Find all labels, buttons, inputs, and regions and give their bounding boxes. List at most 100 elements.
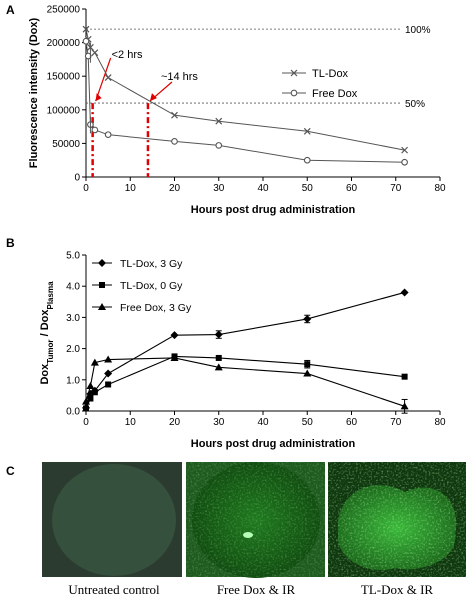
annotation-label: ~14 hrs xyxy=(161,71,198,83)
data-point xyxy=(215,354,222,361)
data-point xyxy=(82,37,90,45)
x-tick-label: 20 xyxy=(169,417,181,428)
panel-label-a: A xyxy=(6,3,15,17)
data-point xyxy=(91,389,98,396)
x-axis-label: Hours post drug administration xyxy=(191,438,356,450)
legend-marker xyxy=(98,259,106,267)
data-point xyxy=(401,146,409,154)
caption-free-dox: Free Dox & IR xyxy=(217,582,296,597)
data-point xyxy=(104,131,112,139)
legend-marker xyxy=(290,69,298,77)
annotation-arrow xyxy=(95,57,112,102)
x-tick-label: 30 xyxy=(213,417,225,428)
y-axis-label: DoxTumor / DoxPlasma xyxy=(39,281,55,385)
micrograph-untreated xyxy=(42,462,182,577)
annotation-label: <2 hrs xyxy=(112,49,143,61)
x-tick-label: 80 xyxy=(434,417,446,428)
data-point xyxy=(105,381,112,388)
data-point xyxy=(171,138,178,145)
y-tick-label: 0.0 xyxy=(66,407,80,418)
y-axis-label-subscript: Plasma xyxy=(46,281,55,310)
caption-tl-dox: TL-Dox & IR xyxy=(361,582,434,597)
panel-label-b: B xyxy=(6,236,15,250)
x-axis-label: Hours post drug administration xyxy=(191,204,356,216)
x-tick-label: 60 xyxy=(346,183,358,194)
y-tick-label: 2.0 xyxy=(66,344,80,355)
data-point xyxy=(83,405,89,412)
legend-label: TL-Dox, 3 Gy xyxy=(120,258,183,270)
y-tick-label: 3.0 xyxy=(66,313,80,324)
data-point xyxy=(401,373,408,380)
arrowhead xyxy=(149,93,157,102)
data-point xyxy=(87,395,94,402)
x-tick-label: 70 xyxy=(390,417,402,428)
x-tick-label: 50 xyxy=(302,417,314,428)
x-tick-label: 40 xyxy=(257,417,269,428)
y-tick-label: 50000 xyxy=(52,139,80,150)
legend-label: TL-Dox, 0 Gy xyxy=(120,280,183,292)
y-axis-label-part: Dox xyxy=(39,363,51,385)
y-tick-label: 200000 xyxy=(47,38,81,49)
y-axis-label-part: / xyxy=(39,330,51,339)
data-point xyxy=(170,331,179,340)
x-tick-label: 30 xyxy=(213,183,225,194)
y-tick-label: 0 xyxy=(74,173,80,184)
y-axis-label-part: Dox xyxy=(39,309,51,331)
legend-marker xyxy=(98,303,106,310)
chart-panel-a: 0 10 20 30 40 50 60 70 80 0 50000 100000 150000 20000… xyxy=(28,5,446,217)
x-tick-label: 20 xyxy=(169,183,181,194)
legend-label: TL-Dox xyxy=(312,68,349,80)
x-tick-label: 10 xyxy=(125,183,137,194)
x-tick-label: 70 xyxy=(390,183,402,194)
y-axis-label-subscript: Tumor xyxy=(46,339,55,363)
legend-label: Free Dox, 3 Gy xyxy=(120,302,192,314)
data-point xyxy=(82,397,90,405)
data-point xyxy=(214,363,223,371)
chart-panel-b: 0 10 20 30 40 50 60 70 80 0.0 1.0 2.0 3.0 4.0 5.0 Hours… xyxy=(39,251,446,451)
x-tick-label: 0 xyxy=(83,417,89,428)
data-point xyxy=(171,111,178,119)
data-point xyxy=(91,49,99,57)
legend-marker xyxy=(290,89,298,97)
image-panel-c: Untreated control Free Dox & IR TL-Dox &… xyxy=(42,462,466,597)
data-point xyxy=(84,52,92,60)
y-tick-label: 4.0 xyxy=(66,282,80,293)
y-tick-label: 1.0 xyxy=(66,375,80,386)
panel-label-c: C xyxy=(6,464,15,478)
caption-untreated: Untreated control xyxy=(68,582,160,597)
y-axis-label: Fluorescence intensity (Dox) xyxy=(28,17,40,168)
data-point xyxy=(91,126,99,134)
y-tick-label: 5.0 xyxy=(66,251,80,262)
x-tick-label: 10 xyxy=(125,417,137,428)
series-line xyxy=(85,355,405,409)
x-tick-label: 40 xyxy=(257,183,269,194)
data-point xyxy=(215,117,223,125)
arrowhead xyxy=(95,93,102,102)
data-point xyxy=(215,142,223,149)
data-point xyxy=(303,156,311,164)
data-point xyxy=(400,288,409,297)
micrograph-tl-dox xyxy=(328,462,466,577)
series-line xyxy=(85,357,405,407)
micrograph-free-dox xyxy=(186,462,325,578)
y-tick-label: 150000 xyxy=(47,72,81,83)
x-tick-label: 60 xyxy=(346,417,358,428)
data-point xyxy=(86,382,95,390)
reference-label: 50% xyxy=(405,99,425,110)
x-tick-label: 50 xyxy=(302,183,314,194)
x-tick-label: 80 xyxy=(434,183,446,194)
data-point xyxy=(303,127,311,135)
x-tick-label: 0 xyxy=(83,183,89,194)
data-point xyxy=(104,369,113,378)
data-point xyxy=(303,369,312,377)
data-point xyxy=(82,25,90,33)
y-tick-label: 250000 xyxy=(47,5,81,16)
data-point xyxy=(90,358,99,366)
legend-label: Free Dox xyxy=(312,88,358,100)
legend-marker xyxy=(99,282,105,288)
data-point xyxy=(104,355,113,363)
reference-label: 100% xyxy=(405,25,431,36)
data-point xyxy=(170,353,179,361)
data-point xyxy=(104,74,112,81)
